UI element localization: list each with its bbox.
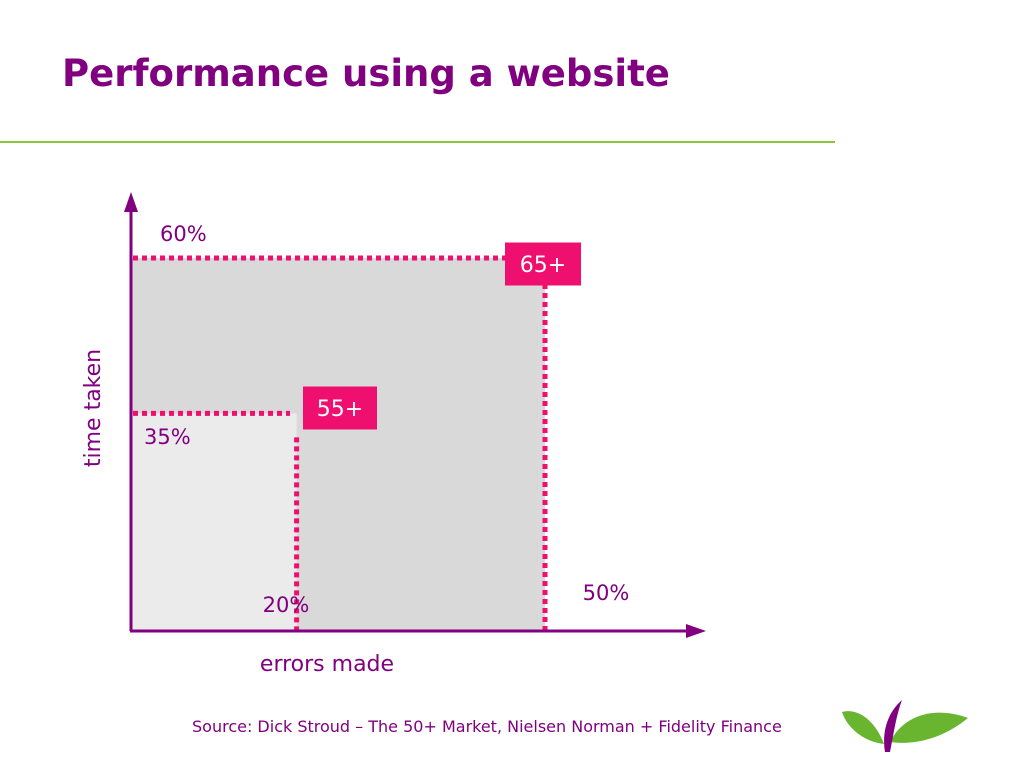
left-leaf-icon xyxy=(842,711,884,744)
series-badge-65-plus: 65+ xyxy=(505,242,581,286)
y-axis-label: time taken xyxy=(81,349,106,467)
sprout-icon xyxy=(884,700,902,752)
page-title: Performance using a website xyxy=(62,52,670,95)
value-label-65-plus-y: 60% xyxy=(160,222,207,246)
value-label-55-plus-x: 20% xyxy=(263,593,310,617)
area-55-plus xyxy=(131,413,297,631)
source-note: Source: Dick Stroud – The 50+ Market, Ni… xyxy=(192,717,782,736)
value-label-65-plus-x: 50% xyxy=(583,581,630,605)
series-badge-65-plus-box xyxy=(505,242,581,286)
value-label-55-plus-y: 35% xyxy=(144,425,191,449)
y-axis-arrow xyxy=(124,192,138,212)
title-divider xyxy=(0,141,835,143)
series-badge-65-plus-text: 65+ xyxy=(520,253,566,278)
series-badge-55-plus-box xyxy=(303,386,377,430)
series-badge-55-plus-text: 55+ xyxy=(317,397,363,422)
right-leaf-icon xyxy=(890,712,968,743)
x-axis-label: errors made xyxy=(260,652,394,677)
x-axis-arrow xyxy=(686,624,706,638)
series-badge-55-plus: 55+ xyxy=(303,386,377,430)
leaf-sprout-logo-icon xyxy=(842,700,968,752)
